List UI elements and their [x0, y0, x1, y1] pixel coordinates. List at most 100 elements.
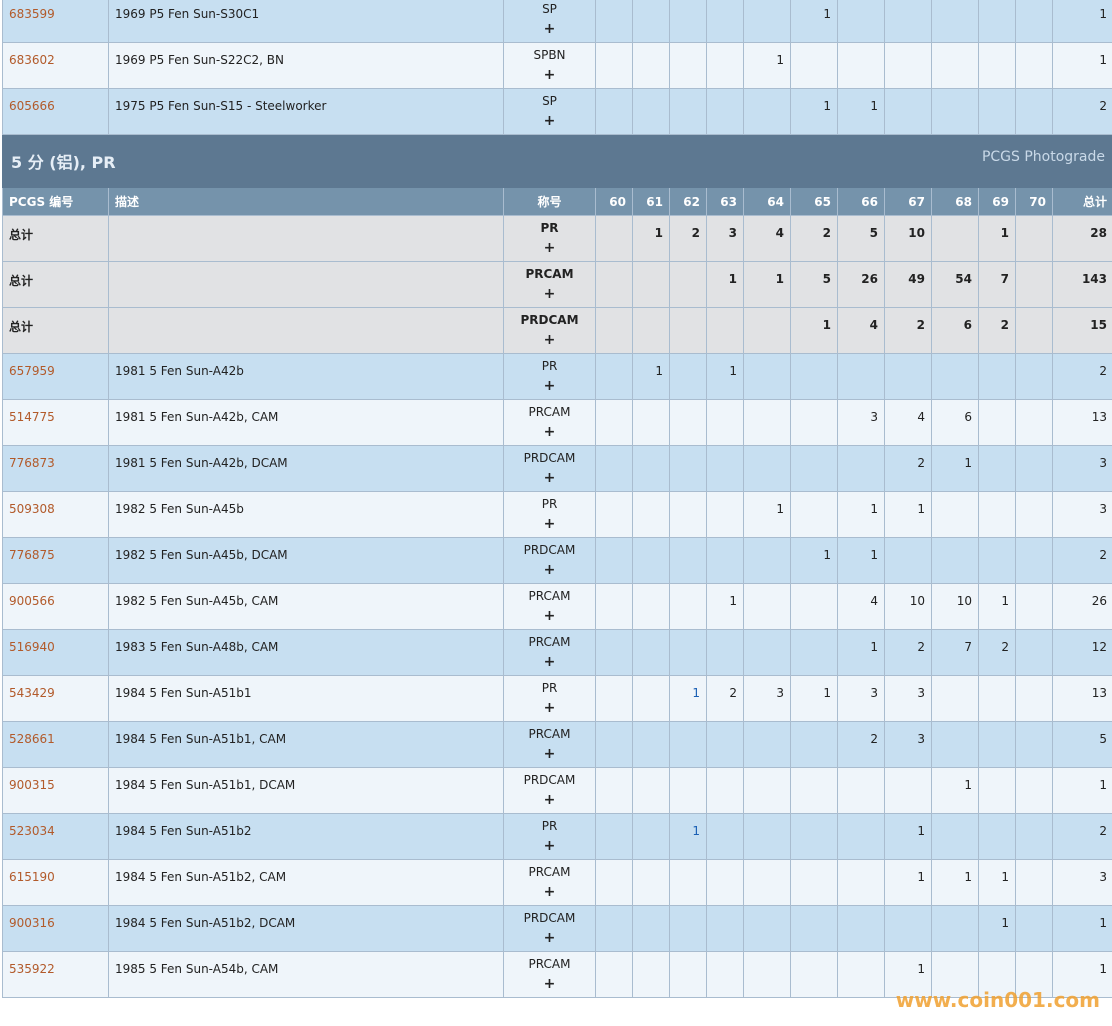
- expand-plus-button[interactable]: +: [543, 67, 556, 83]
- header-grade-61[interactable]: 61: [632, 187, 670, 216]
- grade-63-cell[interactable]: 3: [706, 215, 744, 262]
- grade-67-cell[interactable]: 2: [884, 629, 932, 676]
- grade-62-cell[interactable]: 2: [669, 215, 707, 262]
- pcgs-number-link[interactable]: 543429: [2, 675, 109, 722]
- expand-plus-button[interactable]: +: [543, 930, 556, 946]
- grade-68-cell[interactable]: 54: [931, 261, 979, 308]
- grade-61-cell[interactable]: 1: [632, 353, 670, 400]
- expand-plus-button[interactable]: +: [543, 516, 556, 532]
- grade-65-cell[interactable]: 1: [790, 675, 838, 722]
- header-grade-60[interactable]: 60: [595, 187, 633, 216]
- grade-66-cell[interactable]: 5: [837, 215, 885, 262]
- grade-69-cell[interactable]: 2: [978, 629, 1016, 676]
- grade-66-cell[interactable]: 1: [837, 537, 885, 584]
- grade-65-cell[interactable]: 5: [790, 261, 838, 308]
- header-description[interactable]: 描述: [108, 187, 504, 216]
- grade-67-cell[interactable]: 3: [884, 675, 932, 722]
- expand-plus-button[interactable]: +: [543, 378, 556, 394]
- grade-64-cell[interactable]: 3: [743, 675, 791, 722]
- header-grade-67[interactable]: 67: [884, 187, 932, 216]
- grade-65-cell[interactable]: 1: [790, 0, 838, 43]
- grade-67-cell[interactable]: 1: [884, 859, 932, 906]
- grade-66-cell[interactable]: 4: [837, 307, 885, 354]
- grade-69-cell[interactable]: 7: [978, 261, 1016, 308]
- grade-68-cell[interactable]: 6: [931, 399, 979, 446]
- grade-63-cell[interactable]: 1: [706, 353, 744, 400]
- pcgs-number-link[interactable]: 683602: [2, 42, 109, 89]
- grade-64-cell[interactable]: 1: [743, 261, 791, 308]
- header-grade-63[interactable]: 63: [706, 187, 744, 216]
- grade-67-cell[interactable]: 4: [884, 399, 932, 446]
- grade-66-cell[interactable]: 1: [837, 491, 885, 538]
- grade-61-cell[interactable]: 1: [632, 215, 670, 262]
- expand-plus-button[interactable]: +: [543, 608, 556, 624]
- expand-plus-button[interactable]: +: [543, 838, 556, 854]
- grade-65-cell[interactable]: 1: [790, 307, 838, 354]
- pcgs-number-link[interactable]: 514775: [2, 399, 109, 446]
- grade-69-cell[interactable]: 1: [978, 859, 1016, 906]
- grade-66-cell[interactable]: 1: [837, 629, 885, 676]
- header-grade-62[interactable]: 62: [669, 187, 707, 216]
- pcgs-number-link[interactable]: 900566: [2, 583, 109, 630]
- pcgs-number-link[interactable]: 523034: [2, 813, 109, 860]
- grade-67-cell[interactable]: 49: [884, 261, 932, 308]
- photograde-link[interactable]: PCGS Photograde: [981, 149, 1105, 165]
- pcgs-number-link[interactable]: 605666: [2, 88, 109, 135]
- expand-plus-button[interactable]: +: [543, 884, 556, 900]
- header-grade-69[interactable]: 69: [978, 187, 1016, 216]
- expand-plus-button[interactable]: +: [543, 746, 556, 762]
- grade-66-cell[interactable]: 4: [837, 583, 885, 630]
- expand-plus-button[interactable]: +: [543, 654, 556, 670]
- pcgs-number-link[interactable]: 657959: [2, 353, 109, 400]
- header-grade-64[interactable]: 64: [743, 187, 791, 216]
- pcgs-number-link[interactable]: 776875: [2, 537, 109, 584]
- expand-plus-button[interactable]: +: [543, 700, 556, 716]
- pcgs-number-link[interactable]: 615190: [2, 859, 109, 906]
- header-grade-68[interactable]: 68: [931, 187, 979, 216]
- grade-64-cell[interactable]: 4: [743, 215, 791, 262]
- grade-67-cell[interactable]: 1: [884, 951, 932, 998]
- expand-plus-button[interactable]: +: [543, 424, 556, 440]
- grade-68-cell[interactable]: 7: [931, 629, 979, 676]
- grade-62-cell[interactable]: 1: [669, 675, 707, 722]
- grade-68-cell[interactable]: 1: [931, 859, 979, 906]
- grade-64-cell[interactable]: 1: [743, 491, 791, 538]
- pcgs-number-link[interactable]: 683599: [2, 0, 109, 43]
- grade-68-cell[interactable]: 1: [931, 767, 979, 814]
- pcgs-number-link[interactable]: 776873: [2, 445, 109, 492]
- grade-63-cell[interactable]: 1: [706, 261, 744, 308]
- pcgs-number-link[interactable]: 535922: [2, 951, 109, 998]
- expand-plus-button[interactable]: +: [543, 470, 556, 486]
- expand-plus-button[interactable]: +: [543, 21, 556, 37]
- grade-67-cell[interactable]: 2: [884, 307, 932, 354]
- expand-plus-button[interactable]: +: [543, 240, 556, 256]
- grade-62-cell[interactable]: 1: [669, 813, 707, 860]
- pcgs-number-link[interactable]: 900316: [2, 905, 109, 952]
- grade-69-cell[interactable]: 1: [978, 905, 1016, 952]
- grade-67-cell[interactable]: 10: [884, 583, 932, 630]
- grade-66-cell[interactable]: 1: [837, 88, 885, 135]
- header-grade-65[interactable]: 65: [790, 187, 838, 216]
- grade-68-cell[interactable]: 10: [931, 583, 979, 630]
- header-total[interactable]: 总计: [1052, 187, 1112, 216]
- expand-plus-button[interactable]: +: [543, 792, 556, 808]
- expand-plus-button[interactable]: +: [543, 976, 556, 992]
- grade-66-cell[interactable]: 26: [837, 261, 885, 308]
- grade-63-cell[interactable]: 1: [706, 583, 744, 630]
- grade-65-cell[interactable]: 1: [790, 537, 838, 584]
- grade-66-cell[interactable]: 3: [837, 675, 885, 722]
- grade-64-cell[interactable]: 1: [743, 42, 791, 89]
- grade-69-cell[interactable]: 2: [978, 307, 1016, 354]
- grade-68-cell[interactable]: 6: [931, 307, 979, 354]
- header-grade-70[interactable]: 70: [1015, 187, 1053, 216]
- pcgs-number-link[interactable]: 900315: [2, 767, 109, 814]
- expand-plus-button[interactable]: +: [543, 562, 556, 578]
- grade-65-cell[interactable]: 1: [790, 88, 838, 135]
- grade-67-cell[interactable]: 10: [884, 215, 932, 262]
- expand-plus-button[interactable]: +: [543, 332, 556, 348]
- grade-67-cell[interactable]: 1: [884, 491, 932, 538]
- grade-66-cell[interactable]: 3: [837, 399, 885, 446]
- expand-plus-button[interactable]: +: [543, 113, 556, 129]
- grade-63-cell[interactable]: 2: [706, 675, 744, 722]
- pcgs-number-link[interactable]: 528661: [2, 721, 109, 768]
